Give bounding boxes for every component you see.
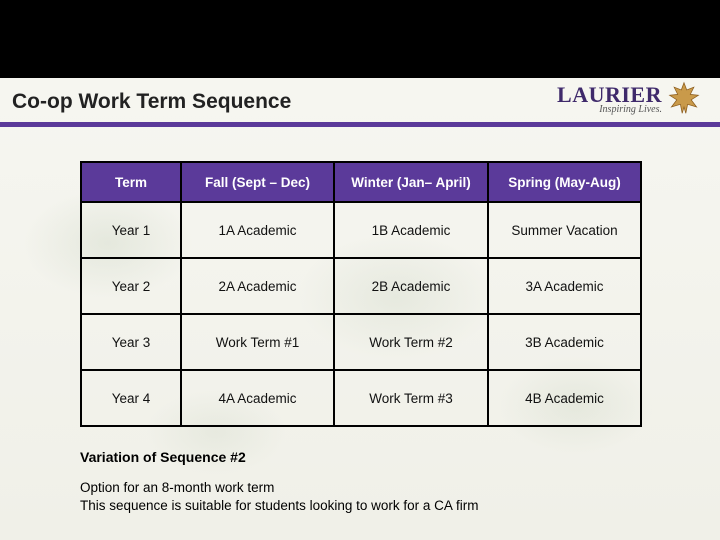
col-term: Term [81, 162, 181, 202]
table-row: Year 2 2A Academic 2B Academic 3A Academ… [81, 258, 641, 314]
header-row: Co-op Work Term Sequence LAURIER Inspiri… [0, 80, 720, 120]
cell-fall: Work Term #1 [181, 314, 334, 370]
sequence-table: Term Fall (Sept – Dec) Winter (Jan– Apri… [80, 161, 642, 427]
cell-year: Year 4 [81, 370, 181, 426]
top-black-band [0, 0, 720, 78]
cell-year: Year 2 [81, 258, 181, 314]
cell-winter: 2B Academic [334, 258, 488, 314]
maple-leaf-icon [666, 80, 702, 116]
table-row: Year 4 4A Academic Work Term #3 4B Acade… [81, 370, 641, 426]
description-line: This sequence is suitable for students l… [80, 497, 662, 515]
variation-subtitle: Variation of Sequence #2 [80, 449, 662, 465]
logo: LAURIER Inspiring Lives. [557, 80, 702, 116]
description-line: Option for an 8-month work term [80, 479, 662, 497]
cell-fall: 1A Academic [181, 202, 334, 258]
cell-year: Year 3 [81, 314, 181, 370]
table-row: Year 3 Work Term #1 Work Term #2 3B Acad… [81, 314, 641, 370]
content-area: Term Fall (Sept – Dec) Winter (Jan– Apri… [0, 127, 720, 515]
table-header-row: Term Fall (Sept – Dec) Winter (Jan– Apri… [81, 162, 641, 202]
cell-spring: 4B Academic [488, 370, 641, 426]
cell-spring: 3B Academic [488, 314, 641, 370]
cell-fall: 2A Academic [181, 258, 334, 314]
cell-spring: 3A Academic [488, 258, 641, 314]
cell-winter: Work Term #3 [334, 370, 488, 426]
cell-fall: 4A Academic [181, 370, 334, 426]
page-title: Co-op Work Term Sequence [12, 90, 291, 114]
cell-spring: Summer Vacation [488, 202, 641, 258]
col-fall: Fall (Sept – Dec) [181, 162, 334, 202]
table-row: Year 1 1A Academic 1B Academic Summer Va… [81, 202, 641, 258]
col-winter: Winter (Jan– April) [334, 162, 488, 202]
cell-winter: Work Term #2 [334, 314, 488, 370]
cell-winter: 1B Academic [334, 202, 488, 258]
col-spring: Spring (May-Aug) [488, 162, 641, 202]
description: Option for an 8-month work term This seq… [80, 479, 662, 515]
cell-year: Year 1 [81, 202, 181, 258]
